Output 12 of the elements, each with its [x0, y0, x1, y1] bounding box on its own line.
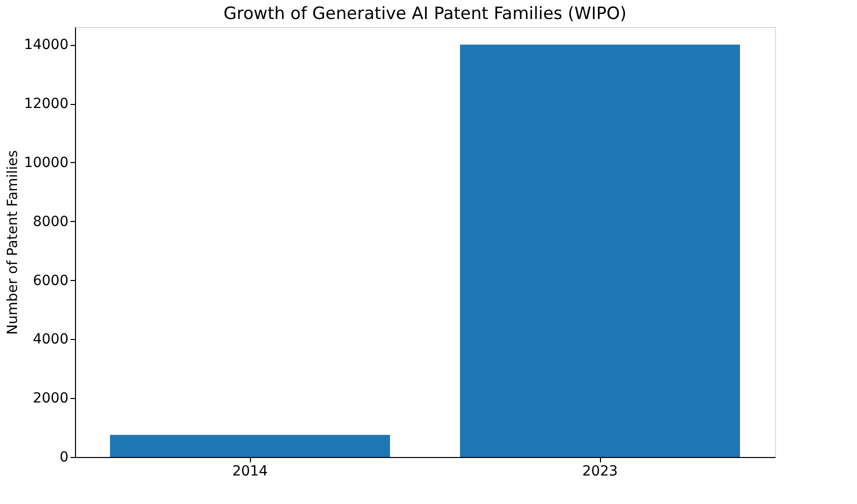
y-tick-label: 4000	[32, 332, 68, 348]
x-tick-label: 2023	[582, 464, 618, 480]
y-tick-label: 10000	[24, 154, 68, 171]
y-tick-label: 12000	[24, 96, 68, 112]
y-tick-label: 6000	[32, 272, 68, 289]
x-tick-label: 2014	[232, 464, 268, 480]
y-axis-title: Number of Patent Families	[4, 150, 21, 335]
y-tick-label: 0	[60, 450, 68, 466]
y-tick-label: 2000	[32, 390, 68, 407]
y-tick-label: 14000	[24, 37, 68, 54]
y-tick-label: 8000	[32, 214, 68, 230]
chart-title: Growth of Generative AI Patent Families (WIPO)	[223, 4, 627, 24]
